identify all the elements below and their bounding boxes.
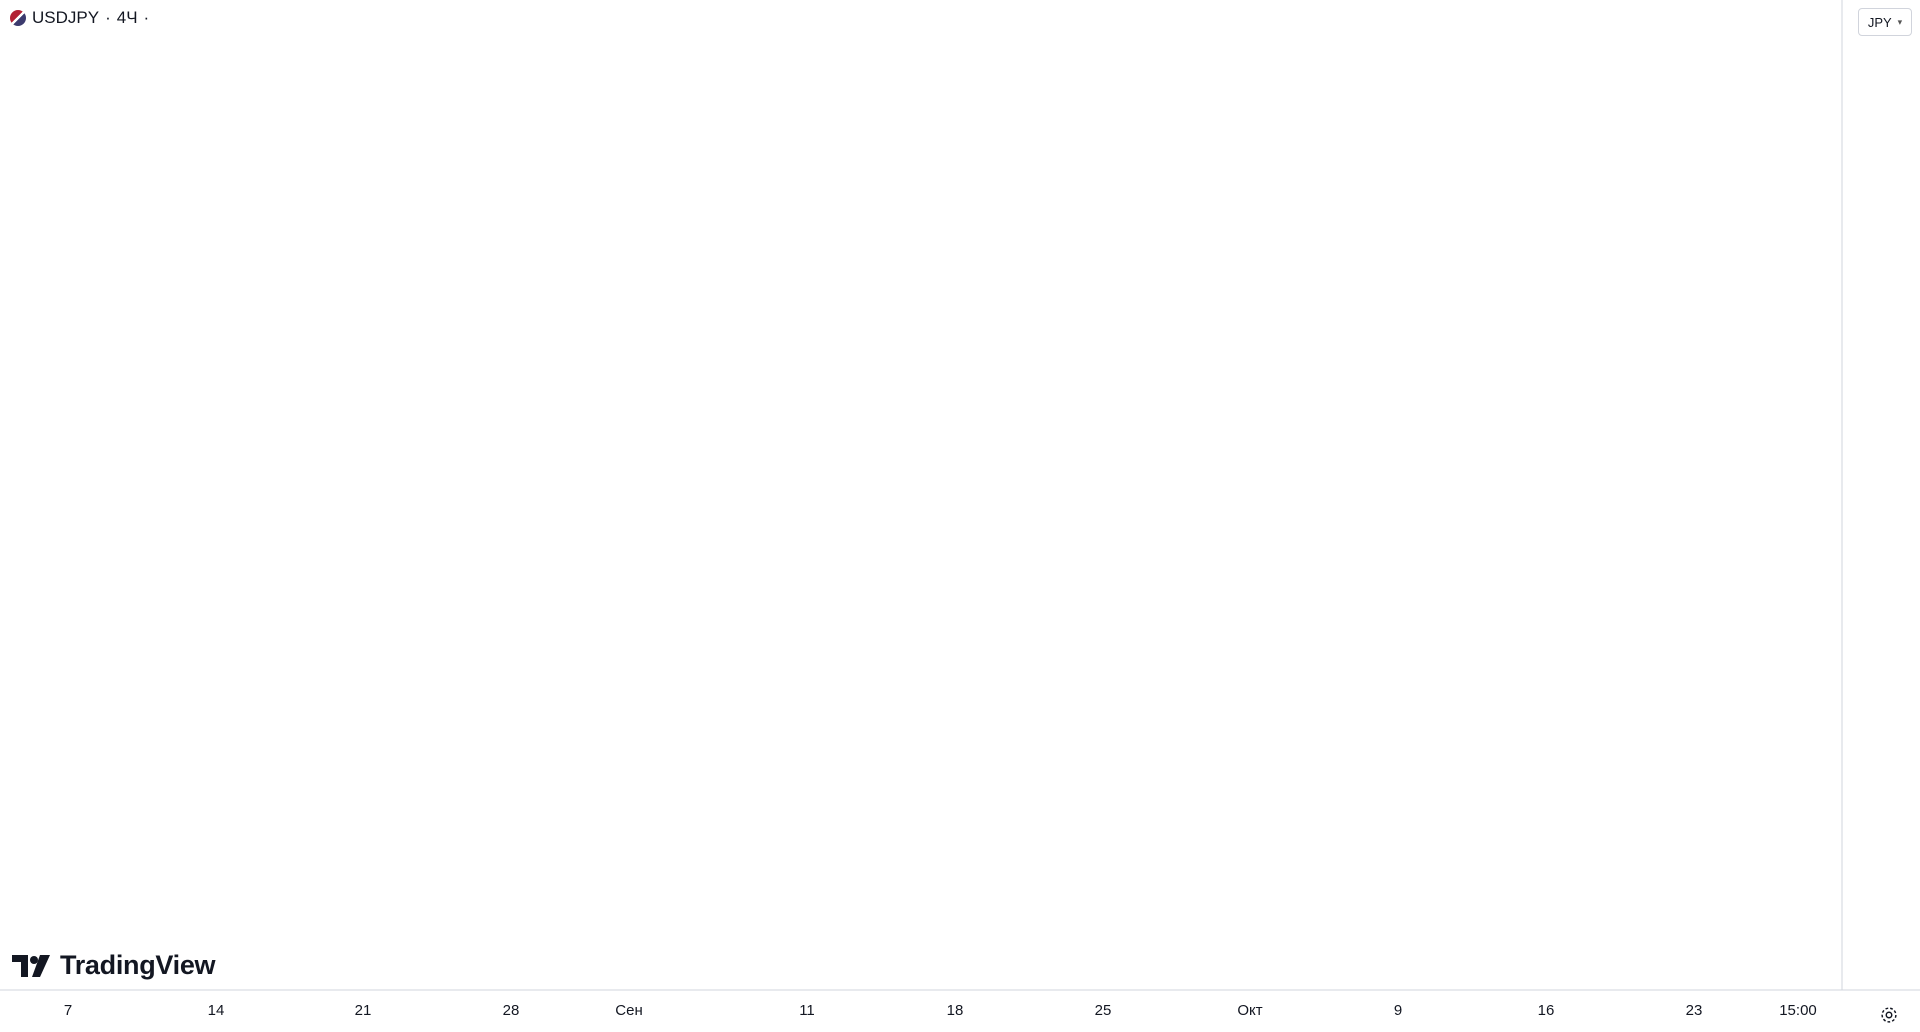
time-tick-label: 18 <box>947 1002 964 1019</box>
currency-dropdown[interactable]: JPY ▾ <box>1858 8 1912 36</box>
time-tick-label: 23 <box>1686 1002 1703 1019</box>
time-axis-group: 7 14 21 28 Сен 11 18 25 Окт 9 16 23 15:00 <box>0 989 1920 1032</box>
header-separator: · <box>105 8 111 27</box>
time-tick-label: Окт <box>1237 1002 1262 1019</box>
time-tick-label: 21 <box>355 1002 372 1019</box>
chevron-down-icon: ▾ <box>1897 16 1903 27</box>
gear-icon[interactable] <box>1878 1004 1900 1026</box>
currency-label: JPY <box>1867 14 1892 30</box>
time-tick-label: Сен <box>615 1002 642 1019</box>
symbol-name[interactable]: USDJPY <box>32 8 100 27</box>
time-tick-label: 16 <box>1538 1002 1555 1019</box>
tradingview-logo-icon <box>12 954 50 977</box>
tradingview-logo[interactable]: TradingView <box>12 950 216 981</box>
logo-text: TradingView <box>60 950 216 980</box>
price-axis-bg <box>1842 0 1920 1032</box>
time-tick-label: 14 <box>208 1002 225 1019</box>
flag-icon <box>10 10 26 26</box>
time-tick-label: 9 <box>1394 1002 1402 1019</box>
header-trailing-dot: · <box>143 8 150 27</box>
time-axis-bg <box>0 990 1842 1032</box>
price-axis-group: 141.500142.000142.500143.000144.000144.5… <box>1841 0 1920 1032</box>
time-tick-label: 11 <box>799 1002 815 1019</box>
timeframe-label[interactable]: 4Ч <box>116 8 138 27</box>
time-tick-label: 28 <box>503 1002 520 1019</box>
time-tick-label: 25 <box>1095 1002 1112 1019</box>
time-tick-label: 7 <box>64 1002 72 1019</box>
time-tick-label: 15:00 <box>1779 1002 1817 1019</box>
symbol-header[interactable]: USDJPY · 4Ч · <box>10 8 149 28</box>
